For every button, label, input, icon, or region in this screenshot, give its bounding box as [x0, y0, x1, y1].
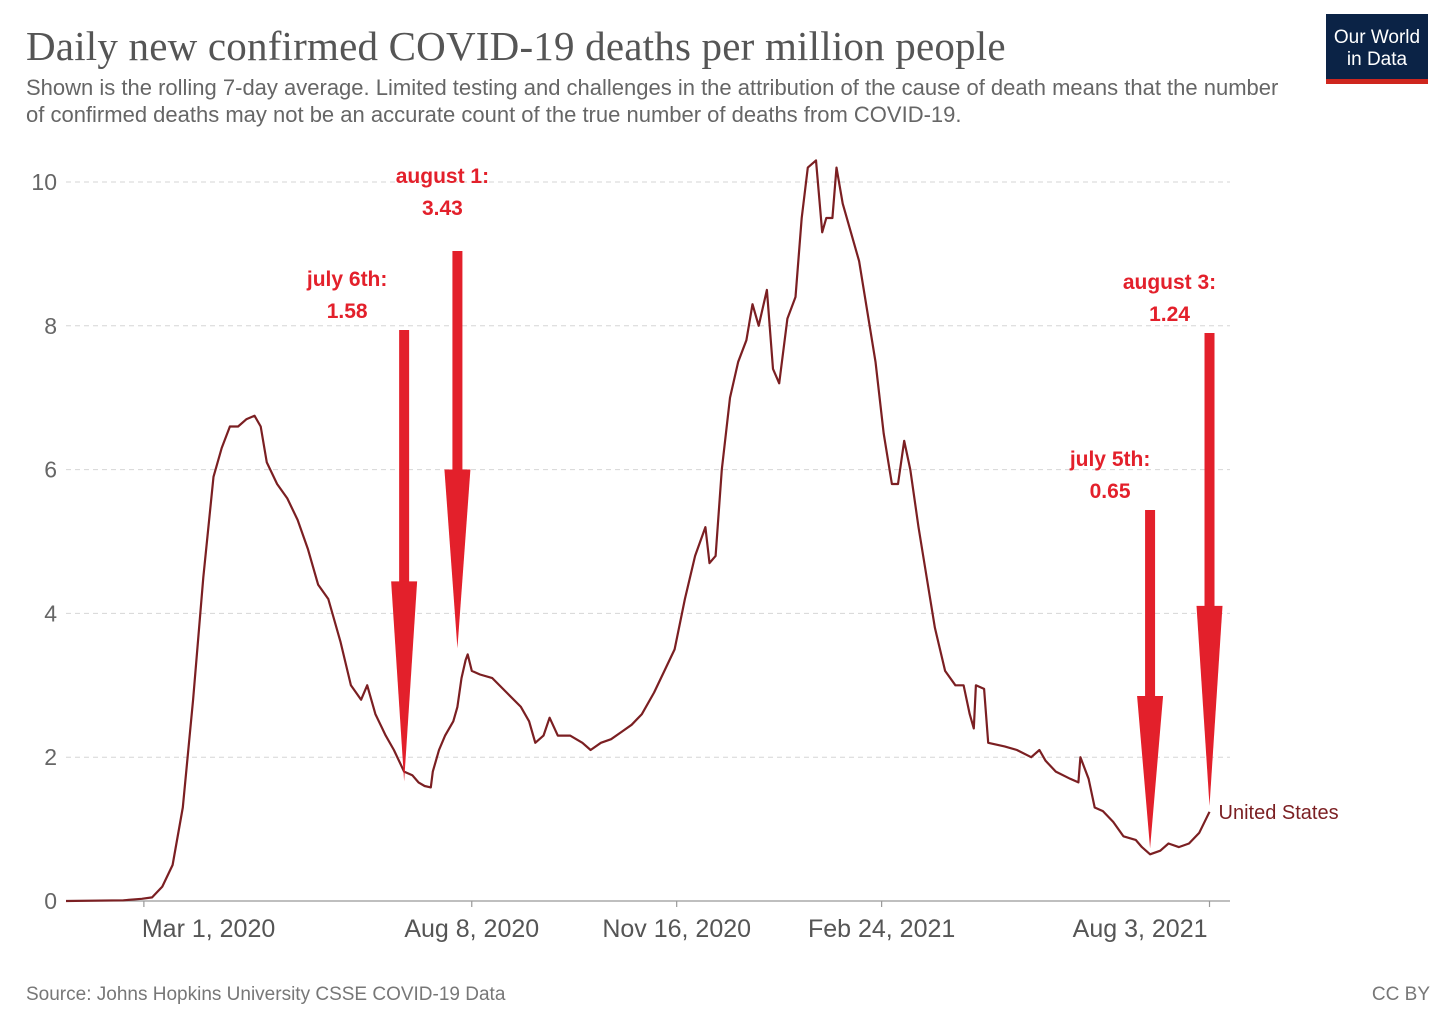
y-tick-label: 10 — [31, 169, 57, 195]
annotation-3: august 3: 1.24 — [1123, 271, 1223, 806]
y-axis-ticks: 0 2 4 6 8 10 — [31, 169, 57, 914]
license-link[interactable]: CC BY — [1371, 984, 1430, 1005]
source-note: Source: Johns Hopkins University CSSE CO… — [26, 984, 506, 1005]
x-axis: Mar 1, 2020 Aug 8, 2020 Nov 16, 2020 Feb 24… — [66, 900, 1230, 943]
annotation-label: august 1: — [396, 165, 489, 188]
annotation-label: july 5th: — [1069, 448, 1151, 471]
annotation-label: august 3: — [1123, 271, 1216, 294]
annotation-arrow-head — [1137, 696, 1164, 849]
series-label-united-states[interactable]: United States — [1219, 802, 1339, 824]
x-tick-label: Aug 3, 2021 — [1073, 915, 1208, 943]
annotation-arrow-shaft — [399, 330, 410, 583]
x-tick-label: Aug 8, 2020 — [404, 915, 539, 943]
annotation-label: july 6th: — [306, 268, 388, 291]
y-tick-label: 8 — [44, 313, 57, 339]
owid-logo[interactable]: Our World in Data — [1326, 14, 1428, 84]
x-tick-label: Feb 24, 2021 — [808, 915, 955, 943]
logo-line-2: in Data — [1346, 49, 1408, 70]
y-tick-label: 0 — [44, 888, 57, 914]
annotation-1: august 1: 3.43 — [396, 165, 489, 649]
y-tick-label: 2 — [44, 744, 57, 770]
y-tick-label: 6 — [44, 457, 57, 483]
annotation-arrow-shaft — [452, 251, 463, 471]
annotation-arrow-head — [391, 581, 418, 782]
annotation-label: 0.65 — [1090, 480, 1131, 503]
series-line-united-states[interactable] — [65, 159, 1211, 903]
gridlines — [66, 181, 1230, 758]
annotation-arrow-shaft — [1204, 333, 1215, 607]
annotation-label: 1.24 — [1149, 303, 1190, 326]
logo-line-1: Our World — [1333, 27, 1421, 48]
chart-title: Daily new confirmed COVID-19 deaths per … — [26, 23, 1006, 69]
annotation-arrow-head — [444, 469, 471, 649]
annotation-2: july 5th: 0.65 — [1069, 448, 1164, 849]
annotation-label: 3.43 — [422, 197, 463, 220]
annotation-label: 1.58 — [327, 300, 368, 323]
y-tick-label: 4 — [44, 600, 57, 626]
annotation-arrow-head — [1196, 605, 1223, 806]
x-tick-label: Nov 16, 2020 — [602, 915, 751, 943]
x-tick-label: Mar 1, 2020 — [142, 915, 275, 943]
annotation-arrow-shaft — [1145, 510, 1156, 698]
chart-subtitle: Shown is the rolling 7-day average. Limi… — [26, 75, 1279, 127]
annotation-0: july 6th: 1.58 — [306, 268, 418, 782]
